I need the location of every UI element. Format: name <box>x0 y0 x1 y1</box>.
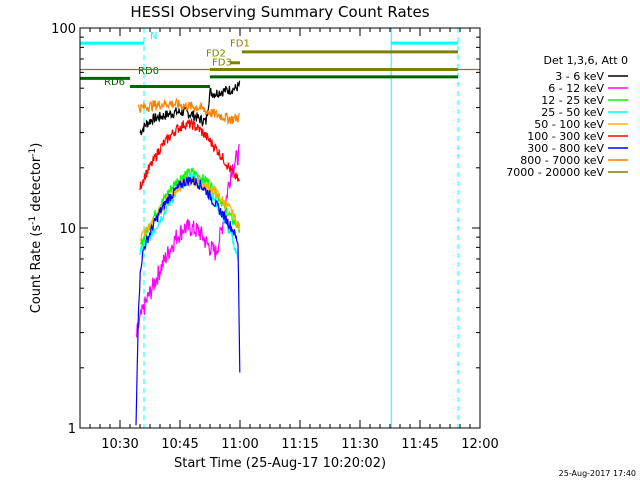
x-axis-label: Start Time (25-Aug-17 10:20:02) <box>174 456 386 471</box>
date-stamp: 25-Aug-2017 17:40 <box>559 469 636 478</box>
legend-entry: 6 - 12 keV <box>548 82 604 95</box>
annotation-label: FD1 <box>230 38 250 49</box>
legend-entry: 100 - 300 keV <box>527 130 604 143</box>
x-tick-label: 11:00 <box>221 437 258 452</box>
legend-entry: 800 - 7000 keV <box>520 154 604 167</box>
legend-entry: 7000 - 20000 keV <box>506 166 604 179</box>
legend-entry: 12 - 25 keV <box>541 94 604 107</box>
y-tick-label: 100 <box>51 22 76 37</box>
series-lines <box>80 68 480 426</box>
series-line <box>139 80 241 136</box>
annotation-label: RD0 <box>138 66 159 77</box>
legend-entry: 50 - 100 keV <box>534 118 604 131</box>
legend-entry: 25 - 50 keV <box>541 106 604 119</box>
series-line <box>139 117 241 191</box>
annotation-label: RD6 <box>104 77 125 88</box>
axis-ticks: 10:30 10:45 11:00 11:15 11:30 11:45 12:00 1 10 10… <box>51 22 499 452</box>
x-tick-label: 11:15 <box>281 437 318 452</box>
legend-entry: 3 - 6 keV <box>555 70 604 83</box>
y-axis-label: Count Rate (s-1 detector-1) <box>28 143 44 314</box>
y-tick-label: 10 <box>59 222 76 237</box>
series-line <box>137 97 240 126</box>
legend-entry: 300 - 800 keV <box>527 142 604 155</box>
plot-frame <box>79 27 481 429</box>
annotation-label: FD2 <box>206 49 226 60</box>
x-tick-label: 12:00 <box>461 437 498 452</box>
x-tick-label: 11:30 <box>341 437 378 452</box>
legend-title: Det 1,3,6, Att 0 <box>544 54 628 67</box>
chart-title: HESSI Observing Summary Count Rates <box>130 3 429 21</box>
series-line <box>135 176 241 426</box>
series-line <box>135 143 240 339</box>
annotation-label: N <box>150 31 157 42</box>
annotation-label: FD3 <box>212 57 232 68</box>
y-tick-label: 1 <box>68 422 76 437</box>
x-tick-label: 10:45 <box>161 437 198 452</box>
x-tick-label: 11:45 <box>401 437 438 452</box>
x-tick-label: 10:30 <box>101 437 138 452</box>
